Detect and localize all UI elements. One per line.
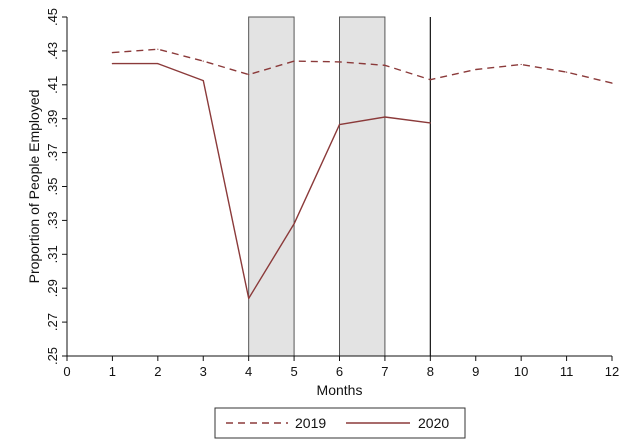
x-tick-label: 4 bbox=[245, 364, 252, 379]
data-point-2020 bbox=[202, 79, 204, 82]
data-point-2019 bbox=[157, 48, 159, 50]
y-tick-label: .37 bbox=[45, 144, 60, 162]
x-tick-label: 7 bbox=[381, 364, 388, 379]
y-tick-label: .25 bbox=[45, 347, 60, 365]
series-lines bbox=[111, 48, 613, 300]
data-point-2020 bbox=[111, 63, 114, 65]
y-tick-label: .29 bbox=[45, 279, 60, 297]
y-tick-label: .43 bbox=[45, 42, 60, 60]
y-tick-label: .31 bbox=[45, 245, 60, 263]
x-tick-label: 12 bbox=[605, 364, 619, 379]
y-tick-label: .41 bbox=[45, 76, 60, 94]
shaded-band-2 bbox=[339, 16, 386, 357]
data-point-2020 bbox=[248, 297, 250, 299]
data-point-2019 bbox=[565, 71, 568, 73]
x-tick-label: 11 bbox=[560, 364, 574, 379]
y-axis-title: Proportion of People Employed bbox=[26, 90, 42, 284]
data-point-2019 bbox=[248, 74, 250, 76]
x-tick-label: 8 bbox=[427, 364, 434, 379]
legend-label-2020: 2020 bbox=[418, 415, 449, 431]
y-axis-ticks: .25 .27 .29 .31 .33 .35 .37 .39 .41 .43 .45 bbox=[45, 8, 67, 365]
data-point-2019 bbox=[293, 60, 295, 62]
x-tick-label: 10 bbox=[514, 364, 528, 379]
y-tick-label: .39 bbox=[45, 110, 60, 128]
legend: 2019 2020 bbox=[214, 407, 466, 439]
x-tick-label: 6 bbox=[336, 364, 343, 379]
x-axis-ticks: 0 1 2 3 4 5 6 7 8 9 10 11 12 bbox=[63, 356, 619, 379]
data-point-2019 bbox=[338, 61, 341, 63]
x-tick-label: 1 bbox=[109, 364, 116, 379]
y-tick-label: .45 bbox=[45, 8, 60, 26]
x-tick-label: 0 bbox=[63, 364, 70, 379]
data-point-2020 bbox=[157, 63, 159, 65]
shaded-bands bbox=[248, 16, 386, 357]
y-tick-label: .27 bbox=[45, 313, 60, 331]
data-point-2019 bbox=[202, 60, 204, 62]
series-line-2019 bbox=[112, 48, 613, 84]
data-point-2019 bbox=[520, 63, 522, 66]
x-tick-label: 3 bbox=[200, 364, 207, 379]
data-point-2020 bbox=[384, 116, 386, 118]
series-line-2020 bbox=[112, 62, 431, 300]
y-tick-label: .35 bbox=[45, 177, 60, 195]
data-point-2020 bbox=[429, 122, 431, 124]
y-tick-label: .33 bbox=[45, 211, 60, 229]
data-point-2019 bbox=[429, 79, 431, 81]
data-point-2020 bbox=[293, 223, 295, 225]
data-point-2019 bbox=[384, 64, 386, 66]
x-axis-title: Months bbox=[317, 382, 363, 398]
shaded-band-1 bbox=[248, 16, 295, 357]
data-point-2019 bbox=[611, 82, 613, 84]
x-tick-label: 2 bbox=[154, 364, 161, 379]
legend-label-2019: 2019 bbox=[295, 415, 326, 431]
data-point-2019 bbox=[111, 51, 114, 54]
x-tick-label: 5 bbox=[290, 364, 297, 379]
x-tick-label: 9 bbox=[472, 364, 479, 379]
data-point-2020 bbox=[338, 124, 341, 126]
data-point-2019 bbox=[475, 68, 477, 71]
